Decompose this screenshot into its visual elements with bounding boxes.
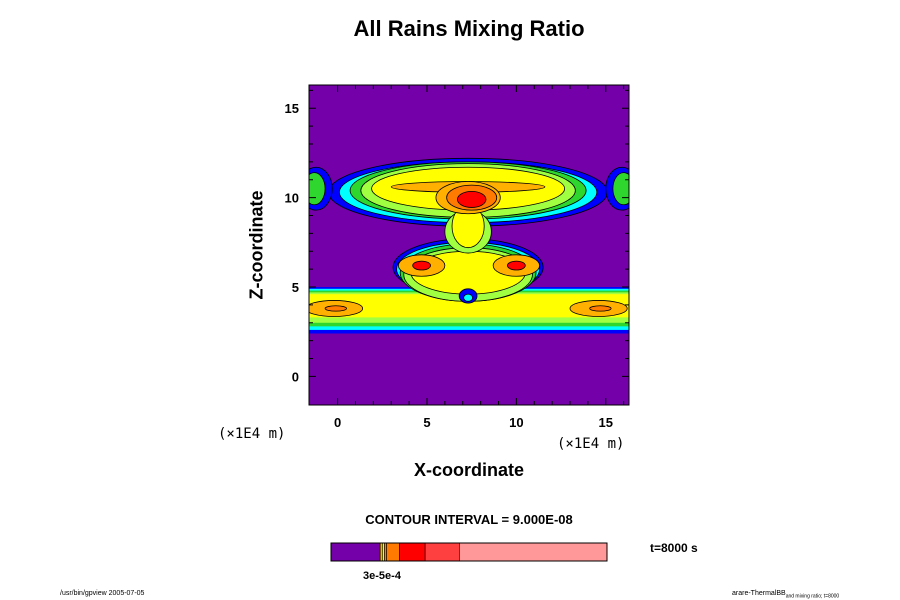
footer-experiment-sub: and mixing ratio; t=8000 <box>785 593 840 600</box>
y-tick-label: 0 <box>292 369 299 384</box>
colorbar-segment <box>384 542 387 562</box>
contour-region-level-red <box>507 260 526 271</box>
colorbar <box>330 542 608 562</box>
contour-region-level-yellow <box>309 294 629 318</box>
footer-experiment: arare-ThermalBBand mixing ratio; t=8000 <box>732 590 839 599</box>
contour-region-level-green <box>612 172 629 206</box>
contour-region-level-darkorange <box>324 305 347 312</box>
contour-region-level-darkorange <box>589 305 612 312</box>
axis-ticks: 0 5 10 15 0 5 10 15 <box>285 85 629 430</box>
colorbar-tick-label: 3e-5e-4 <box>363 570 401 582</box>
x-axis-label: X-coordinate <box>413 460 524 480</box>
time-label: t=8000 s <box>650 541 698 555</box>
contour-region-level-cyan <box>463 293 473 302</box>
plot-area <box>309 85 629 405</box>
footer-experiment-main: arare-ThermalBB <box>732 590 786 597</box>
x-tick-label: 5 <box>423 415 430 430</box>
colorbar-segment <box>424 542 460 562</box>
colorbar-segment <box>399 542 426 562</box>
colorbar-segment <box>330 542 381 562</box>
contour-region-level-red <box>412 260 431 271</box>
colorbar-segment <box>379 542 383 562</box>
contour-region-level-red <box>456 190 487 208</box>
chart-title: All Rains Mixing Ratio <box>353 16 585 41</box>
colorbar-segment <box>459 542 608 562</box>
y-tick-label: 15 <box>285 101 299 116</box>
y-tick-label: 10 <box>285 191 299 206</box>
plot-frame <box>308 84 630 406</box>
x-axis-unit: (×1E4 m) <box>557 436 625 452</box>
x-tick-label: 15 <box>599 415 613 430</box>
colorbar-segment <box>382 542 385 562</box>
y-axis-unit: (×1E4 m) <box>218 426 286 442</box>
footer-command: /usr/bin/gpview 2005-07-05 <box>60 590 145 597</box>
y-tick-label: 5 <box>292 280 299 295</box>
colorbar-frame <box>330 542 608 562</box>
x-tick-label: 0 <box>334 415 341 430</box>
contour-region-level-green <box>309 172 326 206</box>
colorbar-segment <box>386 542 400 562</box>
contour-interval-label: CONTOUR INTERVAL = 9.000E-08 <box>365 512 573 527</box>
x-tick-label: 10 <box>509 415 523 430</box>
y-axis-label: Z-coordinate <box>246 190 267 300</box>
